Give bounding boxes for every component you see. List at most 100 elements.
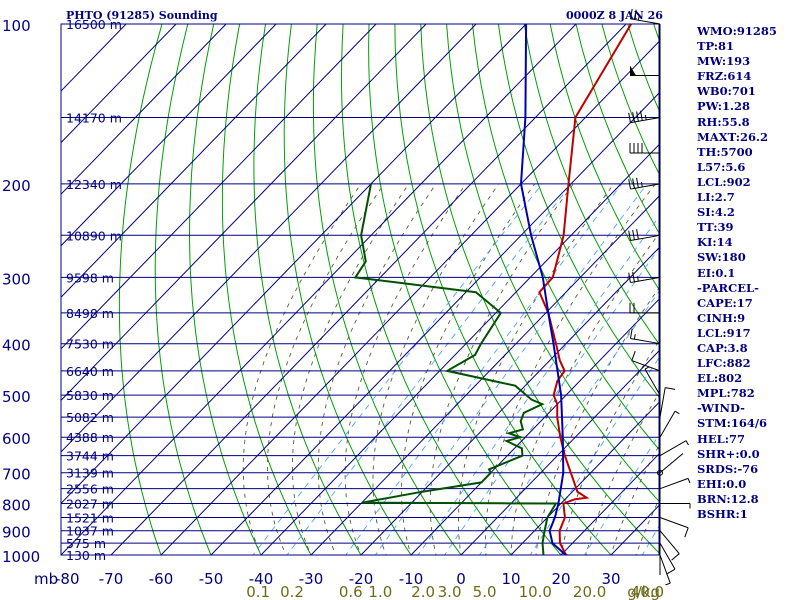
index-line: STM:164/6 xyxy=(697,416,768,431)
isotherm xyxy=(61,24,427,402)
mixing-ratio-label: 2.0 xyxy=(411,583,435,600)
wind-feather xyxy=(632,229,635,240)
wind-barb xyxy=(659,410,676,438)
dry-adiabat xyxy=(312,24,462,555)
wind-barb xyxy=(630,18,661,25)
wind-barb xyxy=(659,542,676,570)
wind-feather xyxy=(629,328,633,339)
isotherm xyxy=(260,143,659,555)
wind-feather xyxy=(665,387,676,390)
plot-border xyxy=(60,23,660,556)
moist-adiabat xyxy=(372,183,500,555)
index-line: BSHR:1 xyxy=(697,507,748,521)
wind-feather xyxy=(628,179,631,190)
pressure-tick-label: 100 xyxy=(2,17,31,35)
moist-adiabat xyxy=(458,183,615,555)
height-label: 8498 m xyxy=(66,306,114,321)
index-line: LI:2.7 xyxy=(697,190,735,205)
wind-feather xyxy=(632,112,635,123)
pressure-tick-label: 200 xyxy=(2,177,31,195)
wind-half-feather xyxy=(685,440,689,446)
index-line: HEL:77 xyxy=(697,431,745,446)
mixing-ratio-line xyxy=(374,183,648,555)
wind-half-feather xyxy=(687,478,691,484)
isotherm xyxy=(61,24,227,195)
isotherm xyxy=(160,40,659,555)
wind-half-feather xyxy=(665,582,671,586)
isotherm xyxy=(61,24,327,298)
wind-feather xyxy=(629,8,633,19)
isotherm xyxy=(560,453,659,555)
sounding-time: 0000Z 8 JAN 26 xyxy=(566,9,663,22)
wind-half-feather xyxy=(637,15,640,21)
mixing-ratio-line xyxy=(479,290,659,555)
index-line: -PARCEL- xyxy=(697,280,759,295)
height-label: 12340 m xyxy=(66,177,122,192)
parcel-profile xyxy=(519,24,568,555)
isotherm xyxy=(61,24,177,144)
mixing-ratio-label: 3.0 xyxy=(438,583,462,600)
temperature-tick-label: -70 xyxy=(99,570,124,588)
moist-adiabat xyxy=(560,340,659,555)
isotherm xyxy=(61,24,477,453)
dry-adiabat xyxy=(154,24,212,555)
wind-barb xyxy=(630,234,661,242)
index-line: EL:802 xyxy=(697,371,743,386)
moist-adiabat xyxy=(267,183,385,555)
wind-half-feather xyxy=(674,410,680,415)
wind-feather xyxy=(636,229,639,240)
temperature-tick-label: -10 xyxy=(399,570,424,588)
index-line: -WIND- xyxy=(697,401,745,416)
wind-flag xyxy=(630,65,636,76)
temperature-profile xyxy=(538,24,632,555)
height-label: 7530 m xyxy=(66,337,114,352)
mixing-ratio-label: 0.6 xyxy=(339,583,363,600)
wind-barb xyxy=(659,477,689,490)
moist-adiabat xyxy=(510,232,659,555)
index-line: EHI:0.0 xyxy=(697,476,747,491)
index-line: SI:4.2 xyxy=(697,205,735,220)
wind-feather xyxy=(640,110,643,121)
temperature-tick-label: -50 xyxy=(199,570,224,588)
height-label: 5082 m xyxy=(66,410,114,425)
height-label: 6640 m xyxy=(66,364,114,379)
dry-adiabat xyxy=(253,24,362,555)
wind-feather xyxy=(628,272,631,283)
wind-half-feather xyxy=(636,276,639,282)
index-line: TH:5700 xyxy=(697,144,753,159)
dry-adiabat xyxy=(340,24,512,555)
index-line: SRDS:-76 xyxy=(697,461,759,476)
moist-adiabat xyxy=(401,183,536,555)
index-line: SW:180 xyxy=(697,250,746,265)
temperature-tick-label: -80 xyxy=(55,570,80,588)
mixing-ratio-label: 0.2 xyxy=(280,583,304,600)
height-label: 3139 m xyxy=(66,466,114,481)
height-label: 14170 m xyxy=(66,111,122,126)
mixing-ratio-label: 20.0 xyxy=(573,583,606,600)
pressure-tick-label: 500 xyxy=(2,388,31,406)
index-line: SHR+:0.0 xyxy=(697,446,760,461)
wind-feather xyxy=(671,553,680,561)
wind-barb xyxy=(659,387,666,418)
index-line: MW:193 xyxy=(697,54,751,69)
pressure-tick-label: 900 xyxy=(2,524,31,542)
moist-adiabat xyxy=(291,183,410,555)
height-label: 10890 m xyxy=(66,228,122,243)
isotherm xyxy=(360,247,659,555)
isotherm xyxy=(460,350,659,555)
height-label: 1521 m xyxy=(66,511,114,526)
moist-adiabat xyxy=(317,183,437,555)
height-label: 16500 m xyxy=(66,17,122,32)
height-label: 1037 m xyxy=(66,524,114,539)
index-line: CINH:9 xyxy=(697,310,746,325)
height-label: 4388 m xyxy=(66,430,114,445)
isotherm xyxy=(61,24,527,505)
temperature-tick-label: -60 xyxy=(149,570,174,588)
axis-unit-label: mb xyxy=(34,570,58,588)
dewpoint-profile xyxy=(353,183,558,555)
wind-barb xyxy=(659,530,680,555)
index-line: WMO:91285 xyxy=(697,24,777,38)
wind-barb xyxy=(630,337,661,345)
wind-feather xyxy=(636,111,639,122)
